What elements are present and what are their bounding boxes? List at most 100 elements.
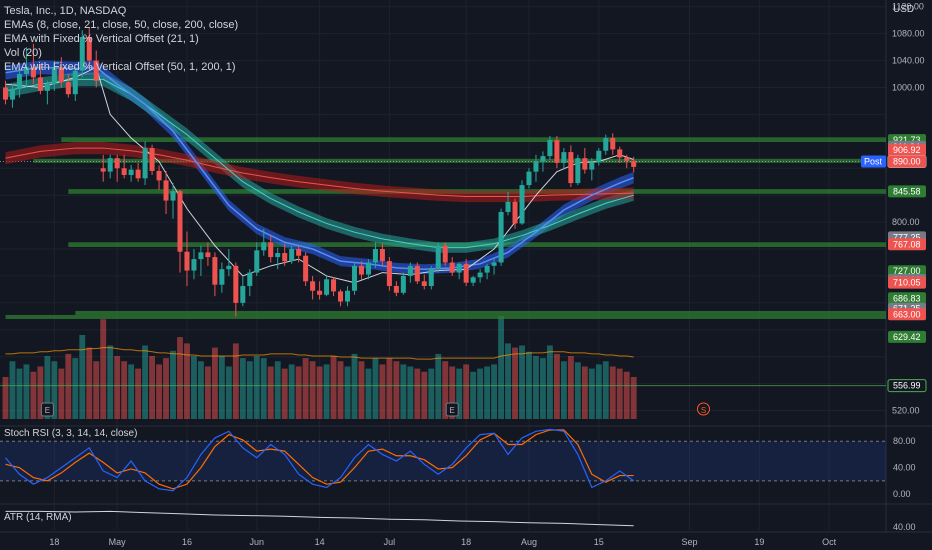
volume-bar — [546, 345, 553, 419]
time-axis-label: Sep — [682, 537, 698, 547]
symbol-title[interactable]: Tesla, Inc., 1D, NASDAQ — [4, 5, 127, 17]
volume-bar — [435, 353, 442, 419]
candle-body — [72, 70, 78, 95]
volume-bar — [505, 343, 511, 419]
event-marker-label: S — [701, 406, 706, 415]
time-axis-label: 18 — [461, 537, 471, 547]
candle-body — [121, 168, 127, 175]
earnings-marker[interactable]: E — [445, 402, 459, 417]
candle-body — [484, 265, 490, 273]
atr-line — [5, 510, 634, 527]
volume-bar — [449, 366, 456, 419]
candle-body — [470, 277, 476, 283]
candle-body — [156, 170, 162, 181]
price-tag — [888, 276, 926, 289]
price-axis-label: 1080.00 — [892, 29, 925, 39]
price-tag — [888, 292, 926, 305]
stoch-axis-label: 0.00 — [893, 489, 911, 499]
candle-body — [114, 158, 120, 169]
volume-bar — [323, 364, 330, 419]
volume-bar — [218, 356, 225, 419]
earnings-badge — [445, 402, 459, 417]
price-axis-label: 800.00 — [892, 217, 920, 227]
time-axis-label: 18 — [49, 537, 59, 547]
price-tag-label: 727.00 — [893, 266, 921, 276]
volume-bar — [211, 347, 218, 419]
volume-bar — [609, 366, 616, 419]
volume-bar — [470, 371, 477, 419]
price-tag-label: 906.92 — [893, 145, 921, 155]
volume-bar — [260, 358, 267, 419]
candle-body — [617, 149, 623, 158]
volume-bar — [574, 362, 581, 419]
candle-body — [331, 279, 337, 292]
candle-body — [344, 290, 351, 302]
indicator-ema-offset-50-200[interactable]: EMA with Fixed % Vertical Offset (50, 1,… — [4, 61, 236, 73]
volume-bar — [246, 361, 253, 419]
price-tag — [888, 185, 926, 198]
candle-body — [100, 168, 106, 172]
volume-bar — [135, 368, 142, 419]
volume-bar — [358, 361, 365, 419]
time-axis-label: 19 — [754, 537, 764, 547]
volume-bar — [44, 356, 51, 419]
currency-label: USD — [893, 4, 915, 15]
candle-body — [379, 249, 385, 262]
time-axis-label: Oct — [822, 537, 837, 547]
candle-body — [163, 180, 169, 201]
price-tag — [888, 238, 926, 251]
indicator-ema-offset-21[interactable]: EMA with Fixed % Vertical Offset (21, 1) — [4, 33, 199, 45]
volume-bar — [498, 316, 505, 419]
volume-bar — [177, 337, 183, 419]
candle-body — [37, 77, 43, 91]
atr-axis-label: 40.00 — [893, 522, 916, 532]
volume-bar — [204, 366, 211, 419]
candle-body — [51, 67, 57, 85]
volume-bar — [86, 347, 93, 419]
candle-body — [226, 265, 232, 270]
indicator-volume[interactable]: Vol (20) — [4, 47, 42, 59]
split-badge — [696, 402, 710, 416]
volume-bar — [72, 358, 79, 419]
volume-bar — [267, 366, 274, 419]
volume-bar — [581, 366, 588, 419]
candle-body — [170, 191, 176, 201]
volume-bar — [149, 356, 156, 419]
candle-body — [324, 279, 330, 295]
volume-bar — [344, 366, 351, 419]
candle-body — [533, 161, 539, 172]
volume-bar — [9, 361, 16, 419]
candle-body — [58, 67, 64, 83]
indicator-emas[interactable]: EMAs (8, close, 21, close, 50, close, 20… — [4, 19, 239, 31]
price-tag — [888, 330, 926, 343]
volume-bar — [484, 366, 491, 419]
candle-body — [16, 74, 22, 89]
price-tag-label: 663.00 — [893, 309, 921, 319]
stoch-k-line — [5, 428, 635, 492]
volume-bar — [302, 358, 309, 419]
stoch-d-line — [5, 429, 634, 490]
candle-body — [414, 265, 420, 282]
candle-body — [23, 67, 29, 75]
volume-bar — [588, 368, 595, 419]
volume-bar — [337, 361, 344, 419]
split-marker[interactable]: S — [696, 402, 710, 416]
chart-legend: Tesla, Inc., 1D, NASDAQ EMAs (8, close, … — [4, 4, 238, 74]
volume-bar — [616, 368, 623, 419]
candle-body — [463, 263, 469, 283]
candle-body — [407, 265, 413, 276]
earnings-marker[interactable]: E — [40, 402, 54, 417]
candle-body — [631, 160, 637, 167]
volume-bar — [519, 345, 525, 419]
volume-bar — [372, 358, 379, 419]
volume-bar — [365, 368, 372, 419]
candle-body — [9, 88, 15, 100]
candle-body — [393, 286, 399, 293]
candle-body — [212, 257, 218, 285]
candle-body — [610, 137, 616, 150]
volume-bar — [23, 364, 30, 419]
ema21-line — [5, 66, 634, 270]
price-tag — [888, 308, 926, 321]
time-axis-label: Aug — [521, 537, 537, 547]
